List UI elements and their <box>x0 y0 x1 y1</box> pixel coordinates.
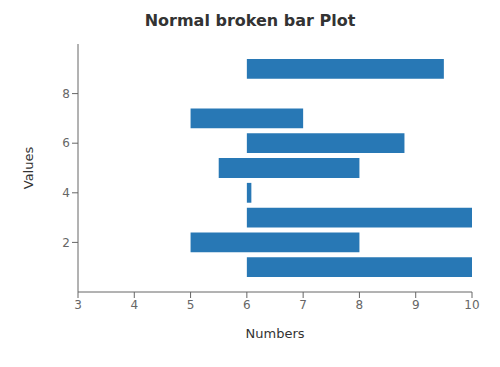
svg-text:4: 4 <box>130 298 138 312</box>
svg-text:Values: Values <box>21 147 36 190</box>
svg-text:7: 7 <box>299 298 307 312</box>
svg-text:5: 5 <box>187 298 195 312</box>
svg-text:6: 6 <box>62 136 70 150</box>
svg-text:3: 3 <box>74 298 82 312</box>
html-text:Normal broken bar Plot: Normal broken bar Plot <box>144 11 356 30</box>
svg-text:8: 8 <box>62 87 70 101</box>
svg-text:2: 2 <box>62 236 70 250</box>
svg-text:Numbers: Numbers <box>246 326 305 341</box>
svg-text:6: 6 <box>243 298 251 312</box>
svg-text:4: 4 <box>62 186 70 200</box>
svg-text:9: 9 <box>412 298 420 312</box>
svg-text:10: 10 <box>464 298 479 312</box>
svg-text:8: 8 <box>356 298 364 312</box>
